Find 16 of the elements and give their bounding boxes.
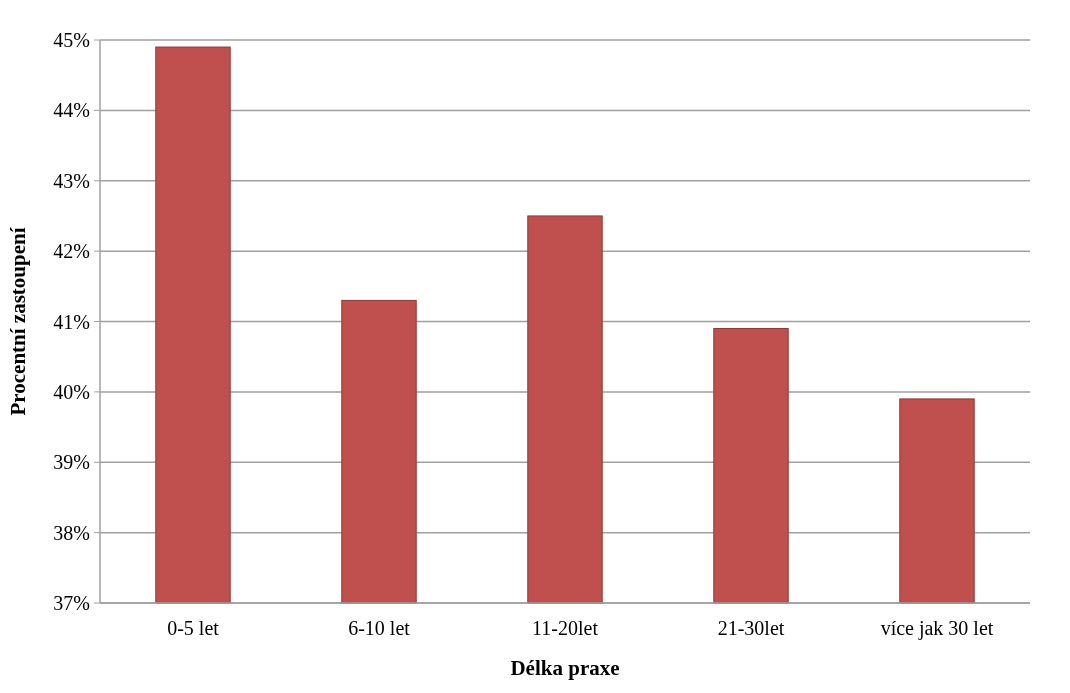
y-tick-label: 45%: [53, 29, 90, 51]
x-tick-label: 0-5 let: [167, 617, 220, 639]
x-tick-label: 11-20let: [532, 617, 599, 639]
y-tick-label: 41%: [53, 310, 90, 333]
y-tick-label: 40%: [53, 380, 90, 403]
y-tick-label: 37%: [53, 592, 90, 614]
x-tick-label: 21-30let: [717, 617, 785, 639]
x-tick-label: 6-10 let: [348, 617, 411, 639]
y-tick-label: 43%: [53, 169, 90, 192]
y-tick-label: 39%: [53, 451, 90, 474]
x-tick-label: více jak 30 let: [880, 617, 994, 640]
y-tick-label: 42%: [53, 240, 90, 263]
y-tick-label: 38%: [53, 521, 90, 544]
y-tick-label: 44%: [53, 99, 90, 122]
y-axis-title: Procentní zastoupení: [6, 226, 30, 416]
x-axis-title: Délka praxe: [510, 656, 620, 680]
